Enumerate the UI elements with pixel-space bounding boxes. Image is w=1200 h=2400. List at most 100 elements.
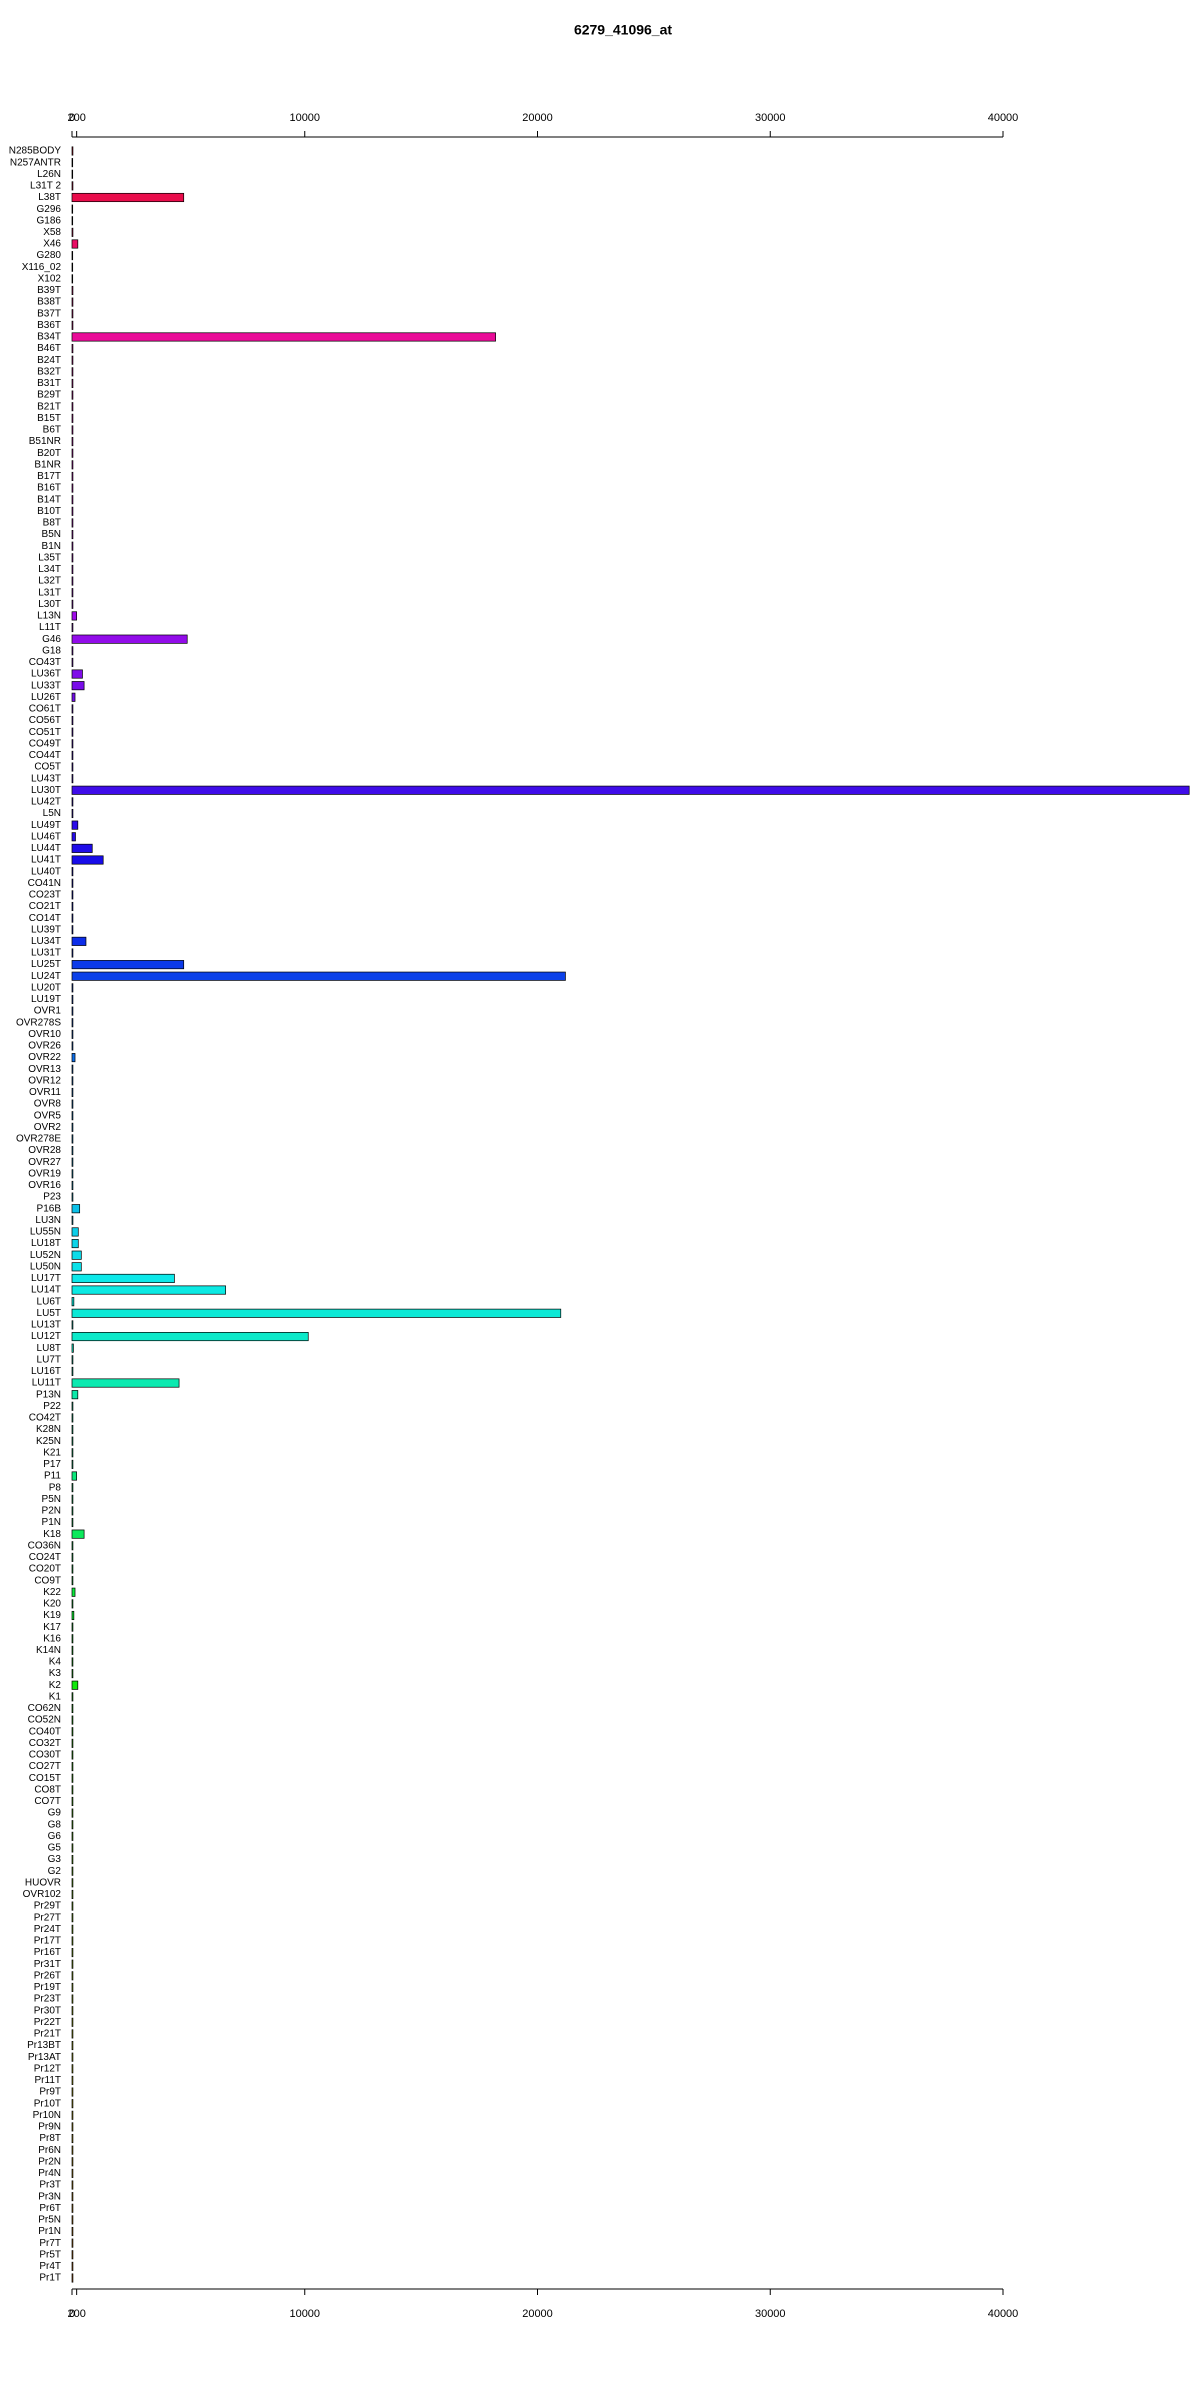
y-tick-label: LU3N (35, 1215, 61, 1226)
bar (71, 1669, 74, 1679)
y-tick-label: B15T (37, 413, 61, 424)
y-tick-label: P8 (49, 1482, 62, 1493)
bar (71, 2261, 74, 2271)
bar (71, 750, 74, 760)
bar (71, 1111, 74, 1121)
y-tick-label: LU49T (31, 820, 61, 831)
bar (71, 1878, 74, 1888)
y-tick-label: OVR27 (28, 1157, 61, 1168)
y-tick-label: CO43T (29, 657, 61, 668)
bar (71, 413, 74, 423)
y-tick-label: LU46T (31, 831, 61, 842)
bar (71, 1355, 74, 1365)
bar (71, 936, 87, 946)
bar (71, 867, 74, 877)
bar (71, 1587, 76, 1597)
bar (71, 1936, 74, 1946)
y-tick-label: G186 (37, 215, 62, 226)
y-tick-label: P17 (43, 1459, 61, 1470)
bar (71, 832, 76, 842)
bar (71, 344, 74, 354)
bar (71, 1831, 74, 1841)
y-tick-label: B1NR (34, 459, 61, 470)
bar (71, 1901, 74, 1911)
bar (71, 1459, 74, 1469)
x-tick-label: 200 (67, 2308, 85, 2320)
bar (71, 669, 83, 679)
bar (71, 2250, 74, 2260)
y-tick-label: K28N (36, 1424, 61, 1435)
bar (71, 1494, 74, 1504)
y-tick-label: B5N (42, 529, 61, 540)
bar (71, 1843, 74, 1853)
y-tick-label: Pr8T (39, 2133, 61, 2144)
bar (71, 262, 74, 272)
y-tick-label: G3 (48, 1854, 62, 1865)
y-tick-label: CO51T (29, 727, 61, 738)
bar (71, 1982, 74, 1992)
bar (71, 1041, 74, 1051)
y-tick-label: Pr13BT (27, 2040, 61, 2051)
bar (71, 1529, 85, 1539)
y-tick-label: B24T (37, 355, 61, 366)
y-tick-label: K18 (43, 1529, 61, 1540)
y-tick-label: B31T (37, 378, 61, 389)
bar (71, 901, 74, 912)
y-tick-label: L32T (38, 576, 61, 587)
bar (71, 285, 74, 296)
bar (71, 367, 74, 377)
y-tick-label: B1N (42, 541, 61, 552)
bar (71, 1483, 74, 1493)
y-tick-label: K21 (43, 1447, 61, 1458)
y-tick-label: Pr7T (39, 2238, 61, 2249)
y-tick-label: X46 (43, 239, 61, 250)
y-tick-label: Pr26T (34, 1970, 61, 1981)
bar (71, 1250, 82, 1260)
y-tick-label: G2 (48, 1866, 62, 1877)
y-tick-label: CO49T (29, 738, 61, 749)
y-tick-label: Pr16T (34, 1947, 61, 1958)
y-tick-label: L30T (38, 599, 61, 610)
y-tick-label: LU40T (31, 866, 61, 877)
bar (71, 495, 74, 505)
bar (71, 1192, 74, 1202)
bar (71, 2273, 74, 2283)
y-tick-label: L26N (37, 169, 61, 180)
y-tick-label: B29T (37, 390, 61, 401)
bar (71, 1727, 74, 1737)
bar (71, 355, 74, 365)
bar (71, 2192, 74, 2202)
bar (71, 1959, 74, 1969)
x-tick-label: 200 (67, 112, 85, 124)
bar (71, 623, 74, 633)
y-tick-label: B8T (43, 518, 61, 529)
bar (71, 1657, 74, 1667)
bar (71, 994, 74, 1005)
x-tick-label: 20000 (522, 2308, 553, 2320)
y-tick-label: P2N (42, 1506, 61, 1517)
bar (71, 274, 74, 284)
y-tick-label: OVR11 (29, 1087, 61, 1098)
y-tick-label: K17 (43, 1622, 61, 1633)
y-tick-label: G46 (42, 634, 61, 645)
bar (71, 192, 185, 203)
bar (71, 808, 74, 819)
bar (71, 1692, 74, 1702)
y-tick-label: LU8T (37, 1343, 61, 1354)
y-tick-label: CO5T (34, 762, 61, 773)
bar (71, 925, 74, 935)
bar (71, 1634, 74, 1644)
bar (71, 1785, 74, 1795)
y-tick-label: LU19T (31, 994, 61, 1005)
y-tick-label: L13N (37, 611, 61, 622)
y-tick-label: X102 (38, 273, 62, 284)
x-tick-label: 40000 (988, 112, 1019, 124)
y-tick-label: P13N (36, 1389, 61, 1400)
y-tick-label: LU11T (32, 1378, 61, 1389)
y-tick-label: LU52N (30, 1250, 61, 1261)
bar (71, 878, 74, 888)
x-tick-label: 30000 (755, 2308, 786, 2320)
bar (71, 762, 74, 772)
y-tick-label: CO24T (29, 1552, 61, 1563)
bar (71, 2157, 74, 2167)
